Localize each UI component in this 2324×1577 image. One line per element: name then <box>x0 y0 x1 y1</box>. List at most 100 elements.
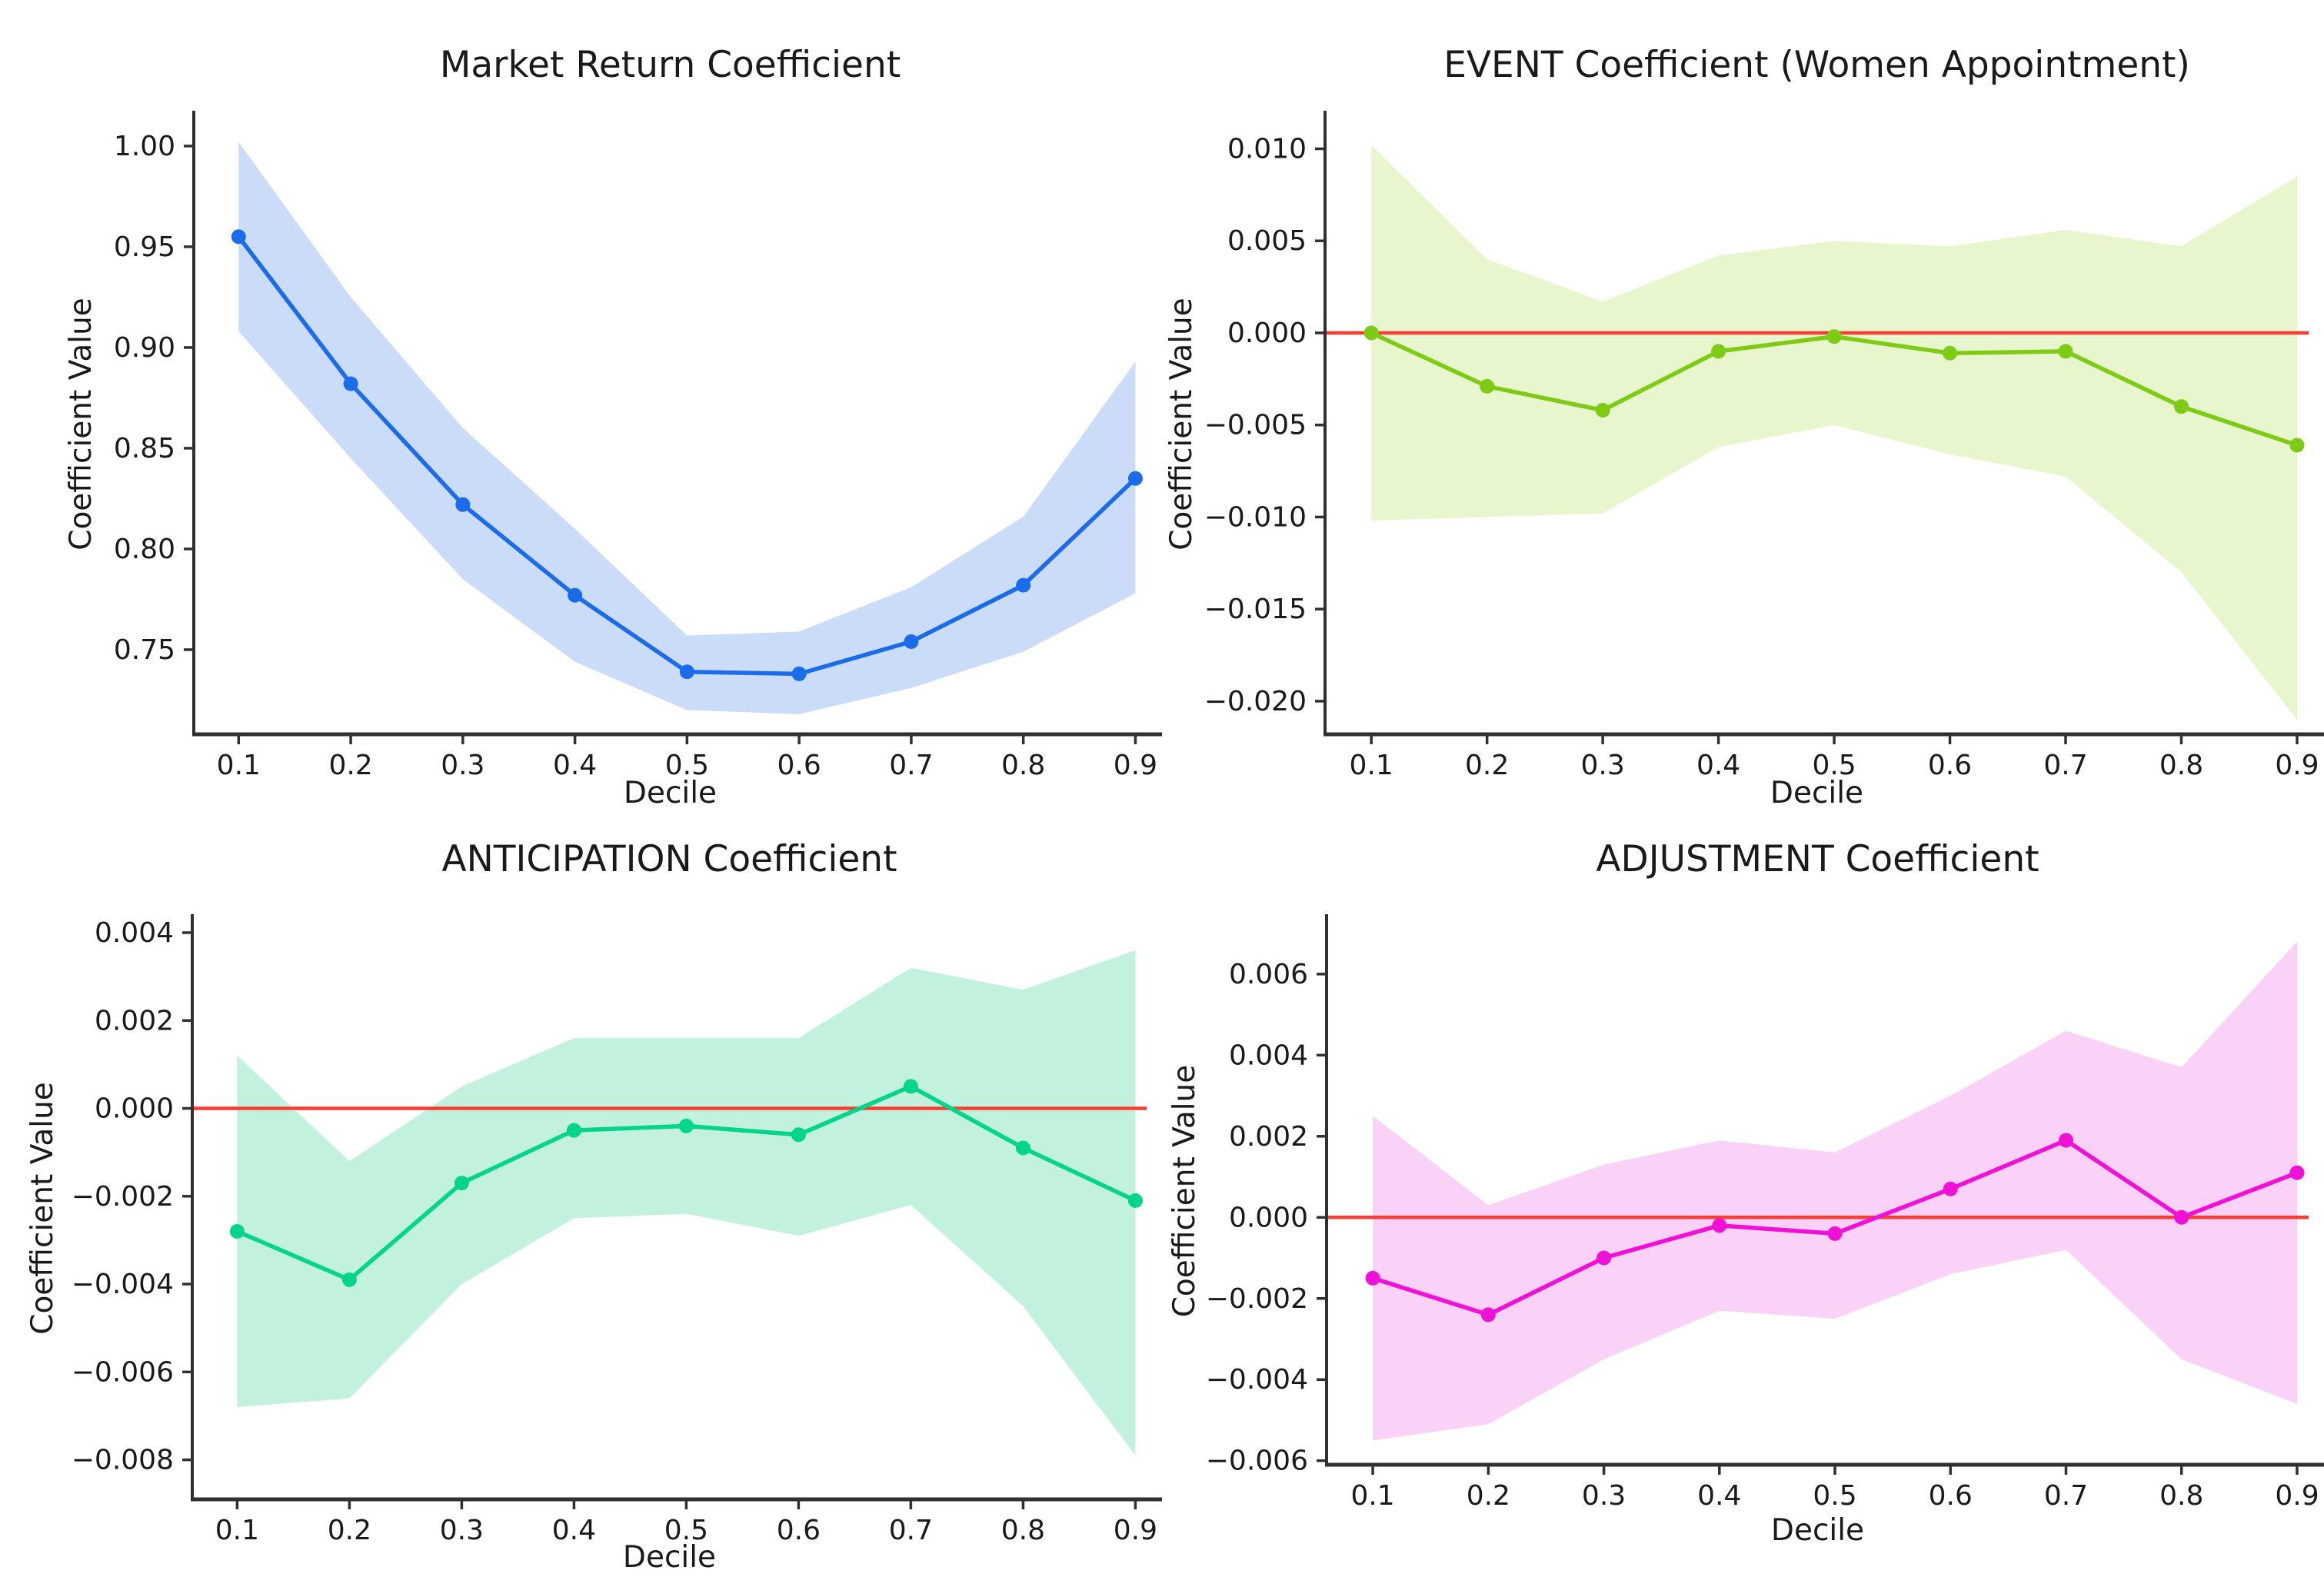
y-tick-label: 0.004 <box>95 917 174 949</box>
y-tick-label: −0.015 <box>1204 594 1307 625</box>
y-tick-label: 0.010 <box>1227 133 1307 165</box>
data-point-marker <box>1015 1140 1030 1156</box>
data-point-marker <box>2173 399 2189 414</box>
data-point-marker <box>791 1127 806 1143</box>
x-tick-label: 0.2 <box>1465 750 1509 781</box>
data-point-marker <box>1480 378 1495 394</box>
x-tick-label: 0.2 <box>328 750 372 781</box>
x-tick-label: 0.4 <box>552 1515 596 1546</box>
x-axis-label: Decile <box>1771 1513 1864 1548</box>
data-point-marker <box>1943 345 1958 361</box>
data-point-marker <box>1943 1181 1958 1196</box>
x-axis-label: Decile <box>624 776 717 810</box>
panel-market-return: 1.00 0.95 0.90 0.85 0.80 0.75 0.1 0.2 0.3 0.4 0.5 0… <box>64 44 1162 810</box>
x-tick-label: 0.7 <box>889 750 933 781</box>
y-axis-label: Coefficient Value <box>1167 1065 1202 1318</box>
x-tick-label: 0.7 <box>889 1515 933 1546</box>
x-tick-label: 0.1 <box>1350 750 1393 781</box>
y-axis-label: Coefficient Value <box>1164 298 1199 551</box>
x-tick-label: 0.8 <box>2159 1480 2203 1512</box>
x-tick-label: 0.9 <box>2275 1480 2319 1512</box>
y-tick-label: 0.000 <box>95 1093 174 1125</box>
data-point-marker <box>231 229 246 245</box>
x-tick-label: 0.2 <box>1467 1480 1510 1512</box>
x-tick-label: 0.6 <box>777 750 821 781</box>
y-tick-label: 0.85 <box>114 433 175 464</box>
data-point-marker <box>568 587 583 603</box>
y-tick-label: 0.002 <box>95 1005 174 1036</box>
x-tick-label: 0.6 <box>1929 1480 1973 1512</box>
confidence-band <box>237 950 1136 1456</box>
data-point-marker <box>341 1272 357 1287</box>
x-axis-label: Decile <box>1770 776 1863 810</box>
data-point-marker <box>1363 325 1379 341</box>
data-point-marker <box>2058 344 2073 359</box>
x-tick-label: 0.9 <box>2275 750 2319 781</box>
chart-title: ANTICIPATION Coefficient <box>441 838 897 880</box>
x-tick-label: 0.6 <box>1928 750 1972 781</box>
data-point-marker <box>1016 577 1031 593</box>
data-point-marker <box>1711 344 1726 359</box>
data-point-marker <box>1826 329 1842 344</box>
x-tick-label: 0.3 <box>1582 1480 1626 1512</box>
x-tick-label: 0.9 <box>1114 750 1157 781</box>
x-tick-label: 0.8 <box>2159 750 2203 781</box>
y-tick-label: 0.005 <box>1227 225 1307 257</box>
y-axis-label: Coefficient Value <box>25 1082 60 1335</box>
data-point-marker <box>903 1079 918 1094</box>
y-tick-label: −0.005 <box>1204 410 1307 441</box>
x-tick-label: 0.8 <box>1001 1515 1045 1546</box>
data-point-marker <box>1827 1226 1843 1241</box>
data-point-marker <box>1712 1218 1727 1233</box>
data-point-marker <box>1127 471 1143 486</box>
data-point-marker <box>2289 438 2305 453</box>
data-point-marker <box>1127 1193 1143 1209</box>
data-point-marker <box>791 666 807 681</box>
x-tick-label: 0.1 <box>215 1515 259 1546</box>
data-point-marker <box>229 1223 245 1239</box>
x-tick-label: 0.4 <box>553 750 597 781</box>
panel-anticipation: 0.004 0.002 0.000 −0.002 −0.004 −0.006 −0.008 0… <box>25 838 1162 1575</box>
data-point-marker <box>2174 1209 2189 1225</box>
x-tick-label: 0.5 <box>1812 750 1856 781</box>
y-tick-label: 0.000 <box>1227 318 1307 349</box>
chart-title: ADJUSTMENT Coefficient <box>1596 838 2039 880</box>
data-point-marker <box>1595 403 1610 418</box>
x-tick-label: 0.3 <box>1580 750 1624 781</box>
x-tick-label: 0.4 <box>1697 1480 1741 1512</box>
x-tick-label: 0.3 <box>441 750 484 781</box>
x-tick-label: 0.5 <box>665 750 709 781</box>
chart-title: EVENT Coefficient (Women Appointment) <box>1443 44 2190 86</box>
y-tick-label: −0.002 <box>72 1181 174 1213</box>
x-tick-label: 0.4 <box>1696 750 1740 781</box>
y-tick-label: 0.75 <box>114 634 175 666</box>
confidence-band <box>1373 941 2297 1441</box>
x-tick-label: 0.7 <box>2043 750 2087 781</box>
y-tick-label: 0.90 <box>114 332 175 364</box>
x-tick-label: 0.1 <box>1350 1480 1394 1512</box>
x-tick-label: 0.8 <box>1001 750 1045 781</box>
data-point-marker <box>2289 1165 2305 1180</box>
data-point-marker <box>1480 1307 1496 1322</box>
data-point-marker <box>1597 1250 1612 1266</box>
data-point-marker <box>343 376 358 391</box>
panel-event: 0.010 0.005 0.000 −0.005 −0.010 −0.015 −0.020 0… <box>1164 44 2324 810</box>
data-point-marker <box>2059 1133 2074 1148</box>
y-tick-label: −0.004 <box>1206 1364 1308 1396</box>
y-tick-label: −0.004 <box>72 1269 174 1300</box>
y-tick-label: −0.006 <box>72 1356 174 1388</box>
panel-adjustment: 0.006 0.004 0.002 0.000 −0.002 −0.004 −0.006 0.… <box>1167 838 2324 1548</box>
data-point-marker <box>1365 1270 1380 1286</box>
confidence-band <box>238 141 1136 714</box>
data-point-marker <box>454 1176 469 1191</box>
data-point-marker <box>678 1118 694 1133</box>
x-tick-label: 0.9 <box>1114 1515 1157 1546</box>
y-axis-label: Coefficient Value <box>64 298 98 551</box>
y-tick-label: −0.006 <box>1206 1446 1308 1477</box>
y-tick-label: 1.00 <box>114 131 175 162</box>
y-tick-label: 0.006 <box>1229 959 1308 990</box>
y-tick-label: 0.95 <box>114 231 175 263</box>
x-tick-label: 0.3 <box>440 1515 484 1546</box>
